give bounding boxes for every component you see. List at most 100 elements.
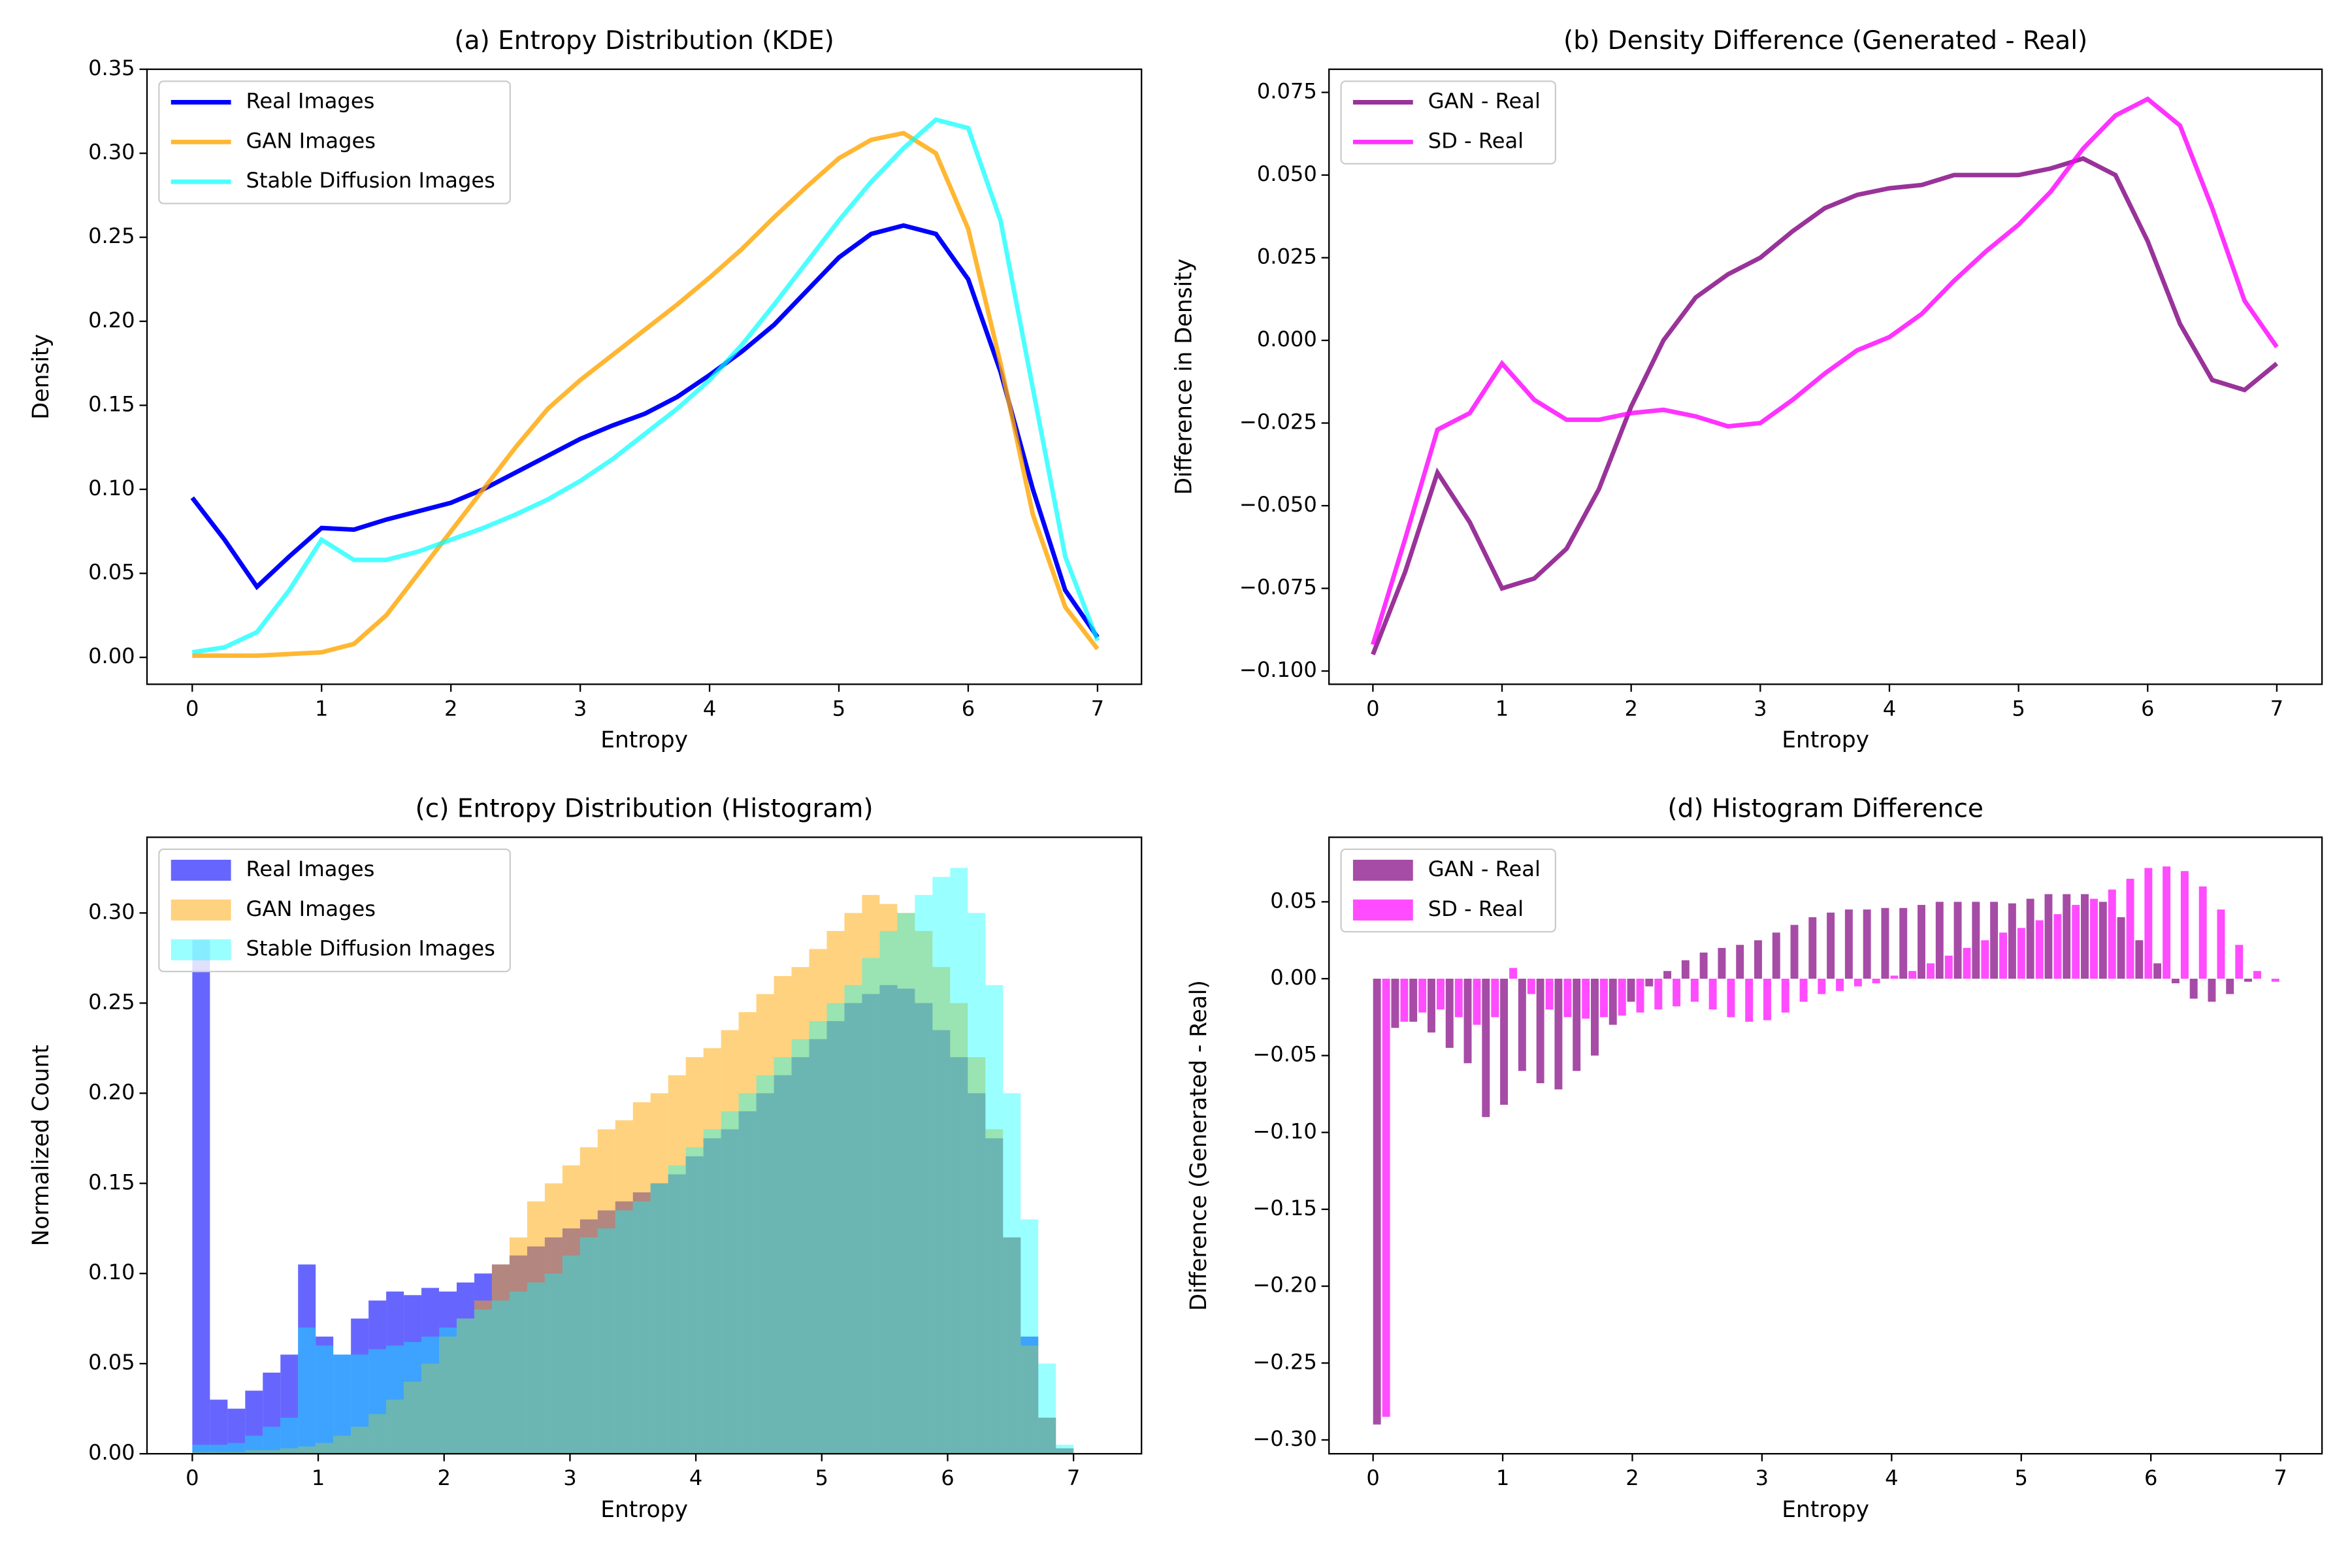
bar	[1382, 978, 1390, 1417]
hist-bar	[580, 1237, 598, 1454]
bar	[1582, 978, 1590, 1019]
hist-bar	[950, 1003, 968, 1454]
bar	[2153, 963, 2162, 979]
bar	[1454, 978, 1463, 1017]
bar	[2163, 866, 2171, 979]
x-tick-label: 1	[1495, 696, 1509, 721]
panel: 0 1 2 3 4 5 6 7 0.00 0.05 0.10 0.15 0.20 0.25 0.30 0.35…	[28, 26, 1143, 753]
bar	[2217, 909, 2225, 979]
bar	[1990, 902, 1999, 979]
hist-bar	[1003, 1237, 1021, 1454]
hist-bar	[491, 1300, 510, 1454]
x-tick-label: 5	[815, 1465, 828, 1490]
bar	[1618, 978, 1626, 1016]
bar	[1727, 978, 1735, 1017]
hist-bar	[968, 1057, 986, 1454]
bar	[1500, 978, 1509, 1105]
hist-bar	[316, 1345, 334, 1454]
hist-bar	[915, 930, 933, 1454]
hist-bar	[298, 1446, 316, 1454]
x-tick-label: 6	[2141, 696, 2154, 721]
hist-bar	[1056, 1448, 1074, 1454]
legend: GAN - Real SD - Real	[1340, 80, 1556, 165]
bar	[1400, 978, 1409, 1022]
bar	[2189, 978, 2198, 999]
hist-bar	[562, 1165, 580, 1454]
chart-title: (d) Histogram Difference	[1667, 794, 1984, 824]
line	[1371, 96, 2279, 645]
hist-bar	[474, 1309, 492, 1454]
hist-bar	[404, 1342, 422, 1454]
y-axis-label: Normalized Count	[28, 1045, 54, 1246]
bar	[2063, 894, 2071, 979]
hist-bar	[280, 1354, 299, 1454]
bar	[2253, 971, 2261, 979]
bar	[1554, 978, 1563, 1090]
axes-frame	[1328, 836, 2323, 1455]
hist-bar	[580, 1147, 598, 1454]
hist-bar	[509, 1237, 527, 1454]
bar	[1663, 971, 1672, 979]
hist-bar	[721, 1111, 739, 1454]
hist-bar	[491, 1264, 510, 1454]
x-tick-label: 7	[2270, 696, 2283, 721]
hist-bar	[562, 1255, 580, 1454]
bar	[1708, 978, 1717, 1010]
x-tick-label: 0	[1366, 1465, 1379, 1490]
y-tick-label: 0.00	[88, 644, 135, 668]
hist-bar	[333, 1354, 351, 1454]
y-tick-label: −0.05	[1252, 1042, 1316, 1067]
hist-bar	[756, 994, 774, 1454]
bar	[1918, 905, 1925, 979]
hist-bar	[774, 975, 792, 1454]
hist-bar	[263, 1372, 281, 1454]
bar	[1482, 978, 1490, 1117]
legend: GAN - Real SD - Real	[1340, 848, 1556, 933]
y-tick-label: 0.35	[88, 56, 135, 80]
bar	[1745, 978, 1754, 1022]
hist-bar	[227, 1409, 246, 1454]
y-tick-label: −0.075	[1239, 575, 1317, 600]
x-tick-label: 4	[689, 1465, 702, 1490]
hist-bar	[1021, 1219, 1039, 1454]
x-tick-label: 6	[962, 696, 975, 721]
bar	[1981, 940, 1989, 979]
bar	[1818, 978, 1826, 994]
y-tick-label: 0.025	[1257, 244, 1317, 269]
bar	[1890, 975, 1899, 979]
hist-bar	[932, 967, 951, 1454]
hist-bar	[192, 1452, 210, 1454]
hist-bar	[210, 1445, 228, 1454]
x-tick-label: 5	[832, 696, 845, 721]
x-tick-label: 3	[1756, 1465, 1769, 1490]
legend-label: SD - Real	[1428, 128, 1524, 153]
hist-bar	[862, 894, 880, 1454]
chart-title: (b) Density Difference (Generated - Real…	[1563, 26, 2087, 56]
bar	[1872, 978, 1880, 984]
hist-bar	[210, 1452, 228, 1454]
x-axis-label: Entropy	[1782, 727, 1869, 753]
y-tick-label: −0.050	[1239, 492, 1317, 517]
hist-bar	[597, 1228, 615, 1454]
y-tick-label: 0.050	[1257, 161, 1317, 186]
hist-bar	[245, 1450, 263, 1454]
hist-bar	[668, 1165, 686, 1454]
line	[190, 223, 1100, 639]
hist-bar	[421, 1336, 440, 1454]
chart-title: (c) Entropy Distribution (Histogram)	[416, 794, 874, 824]
hist-bar	[968, 913, 986, 1454]
hist-bar	[844, 913, 862, 1454]
bar	[1636, 978, 1644, 1013]
hist-bar	[421, 1364, 440, 1454]
legend-label: GAN - Real	[1428, 89, 1541, 114]
y-tick-label: −0.10	[1252, 1119, 1316, 1143]
bar	[2035, 920, 2044, 979]
hist-bar	[862, 958, 880, 1454]
bar	[2235, 945, 2244, 979]
bar	[1645, 978, 1654, 987]
bar	[1609, 978, 1617, 1025]
bar	[1908, 971, 1917, 979]
hist-bar	[738, 1093, 757, 1454]
bar	[1754, 940, 1762, 979]
